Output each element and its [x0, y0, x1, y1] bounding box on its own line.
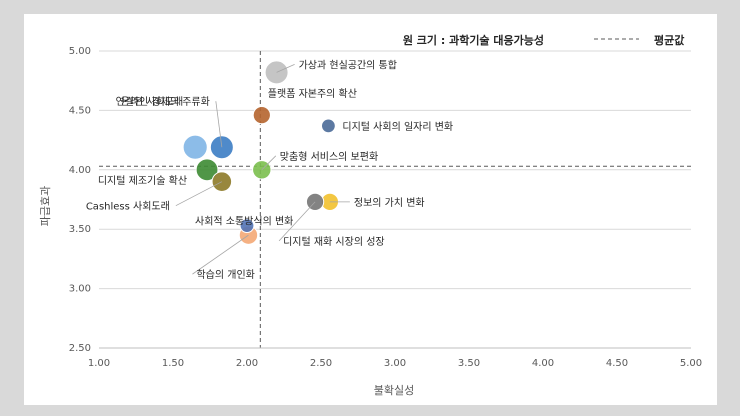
bubbles	[182, 60, 340, 245]
y-tick-label: 5.00	[69, 46, 91, 57]
x-tick-label: 4.50	[606, 358, 628, 369]
point-label: 맞춤형 서비스의 보편화	[280, 151, 378, 163]
bubble	[195, 158, 219, 182]
leader-line	[175, 181, 223, 207]
point-label: 디지털 재화 시장의 성장	[283, 236, 385, 248]
leader-line	[278, 201, 316, 242]
y-tick-label: 2.50	[69, 343, 91, 354]
y-axis-title: 파급효과	[39, 186, 52, 226]
point-label: 온라인 경제의 주류화	[121, 95, 210, 108]
point-label: 가상과 현실공간의 통합	[299, 59, 397, 71]
tick-labels: 2.50 3.00 3.50 4.00 4.50 5.00 1.00 1.50 2.00 2.50…	[69, 46, 702, 369]
x-tick-label: 4.00	[532, 358, 554, 369]
point-label: 연결된 사회도래	[116, 96, 184, 108]
leader-line	[192, 234, 249, 275]
point-label: 정보의 가치 변화	[354, 197, 425, 209]
bubble	[182, 134, 208, 160]
point-label: 사회적 소통방식의 변화	[195, 216, 293, 228]
legend-bubble-size: 원 크기 : 과학기술 대응가능성	[403, 33, 544, 47]
x-tick-label: 2.50	[310, 358, 332, 369]
bubble	[321, 118, 336, 134]
point-label: 학습의 개인화	[196, 269, 254, 281]
x-axis-title: 불확실성	[374, 384, 414, 397]
leader-line	[215, 101, 223, 148]
leader-lines	[175, 64, 350, 275]
x-tick-label: 1.50	[162, 358, 184, 369]
bubble	[239, 218, 255, 234]
x-tick-label: 1.00	[88, 358, 110, 369]
x-tick-label: 2.00	[236, 358, 258, 369]
x-tick-label: 3.00	[384, 358, 406, 369]
x-tick-label: 5.00	[680, 358, 702, 369]
x-tick-label: 3.50	[458, 358, 480, 369]
point-label: 플랫폼 자본주의 확산	[268, 88, 357, 100]
point-label: 디지털 제조기술 확산	[98, 175, 187, 187]
bubble	[252, 106, 271, 125]
y-tick-label: 3.50	[69, 224, 91, 235]
bubble	[264, 60, 289, 85]
point-label: 디지털 사회의 일자리 변화	[342, 121, 453, 133]
point-label: Cashless 사회도래	[86, 201, 170, 213]
legend-average-line: 평균값	[654, 33, 684, 47]
y-tick-label: 3.00	[69, 284, 91, 295]
leader-line	[261, 155, 277, 171]
y-tick-label: 4.50	[69, 105, 91, 116]
legend: 원 크기 : 과학기술 대응가능성 평균값	[403, 33, 685, 47]
leader-line	[276, 64, 295, 73]
y-tick-label: 4.00	[69, 165, 91, 176]
